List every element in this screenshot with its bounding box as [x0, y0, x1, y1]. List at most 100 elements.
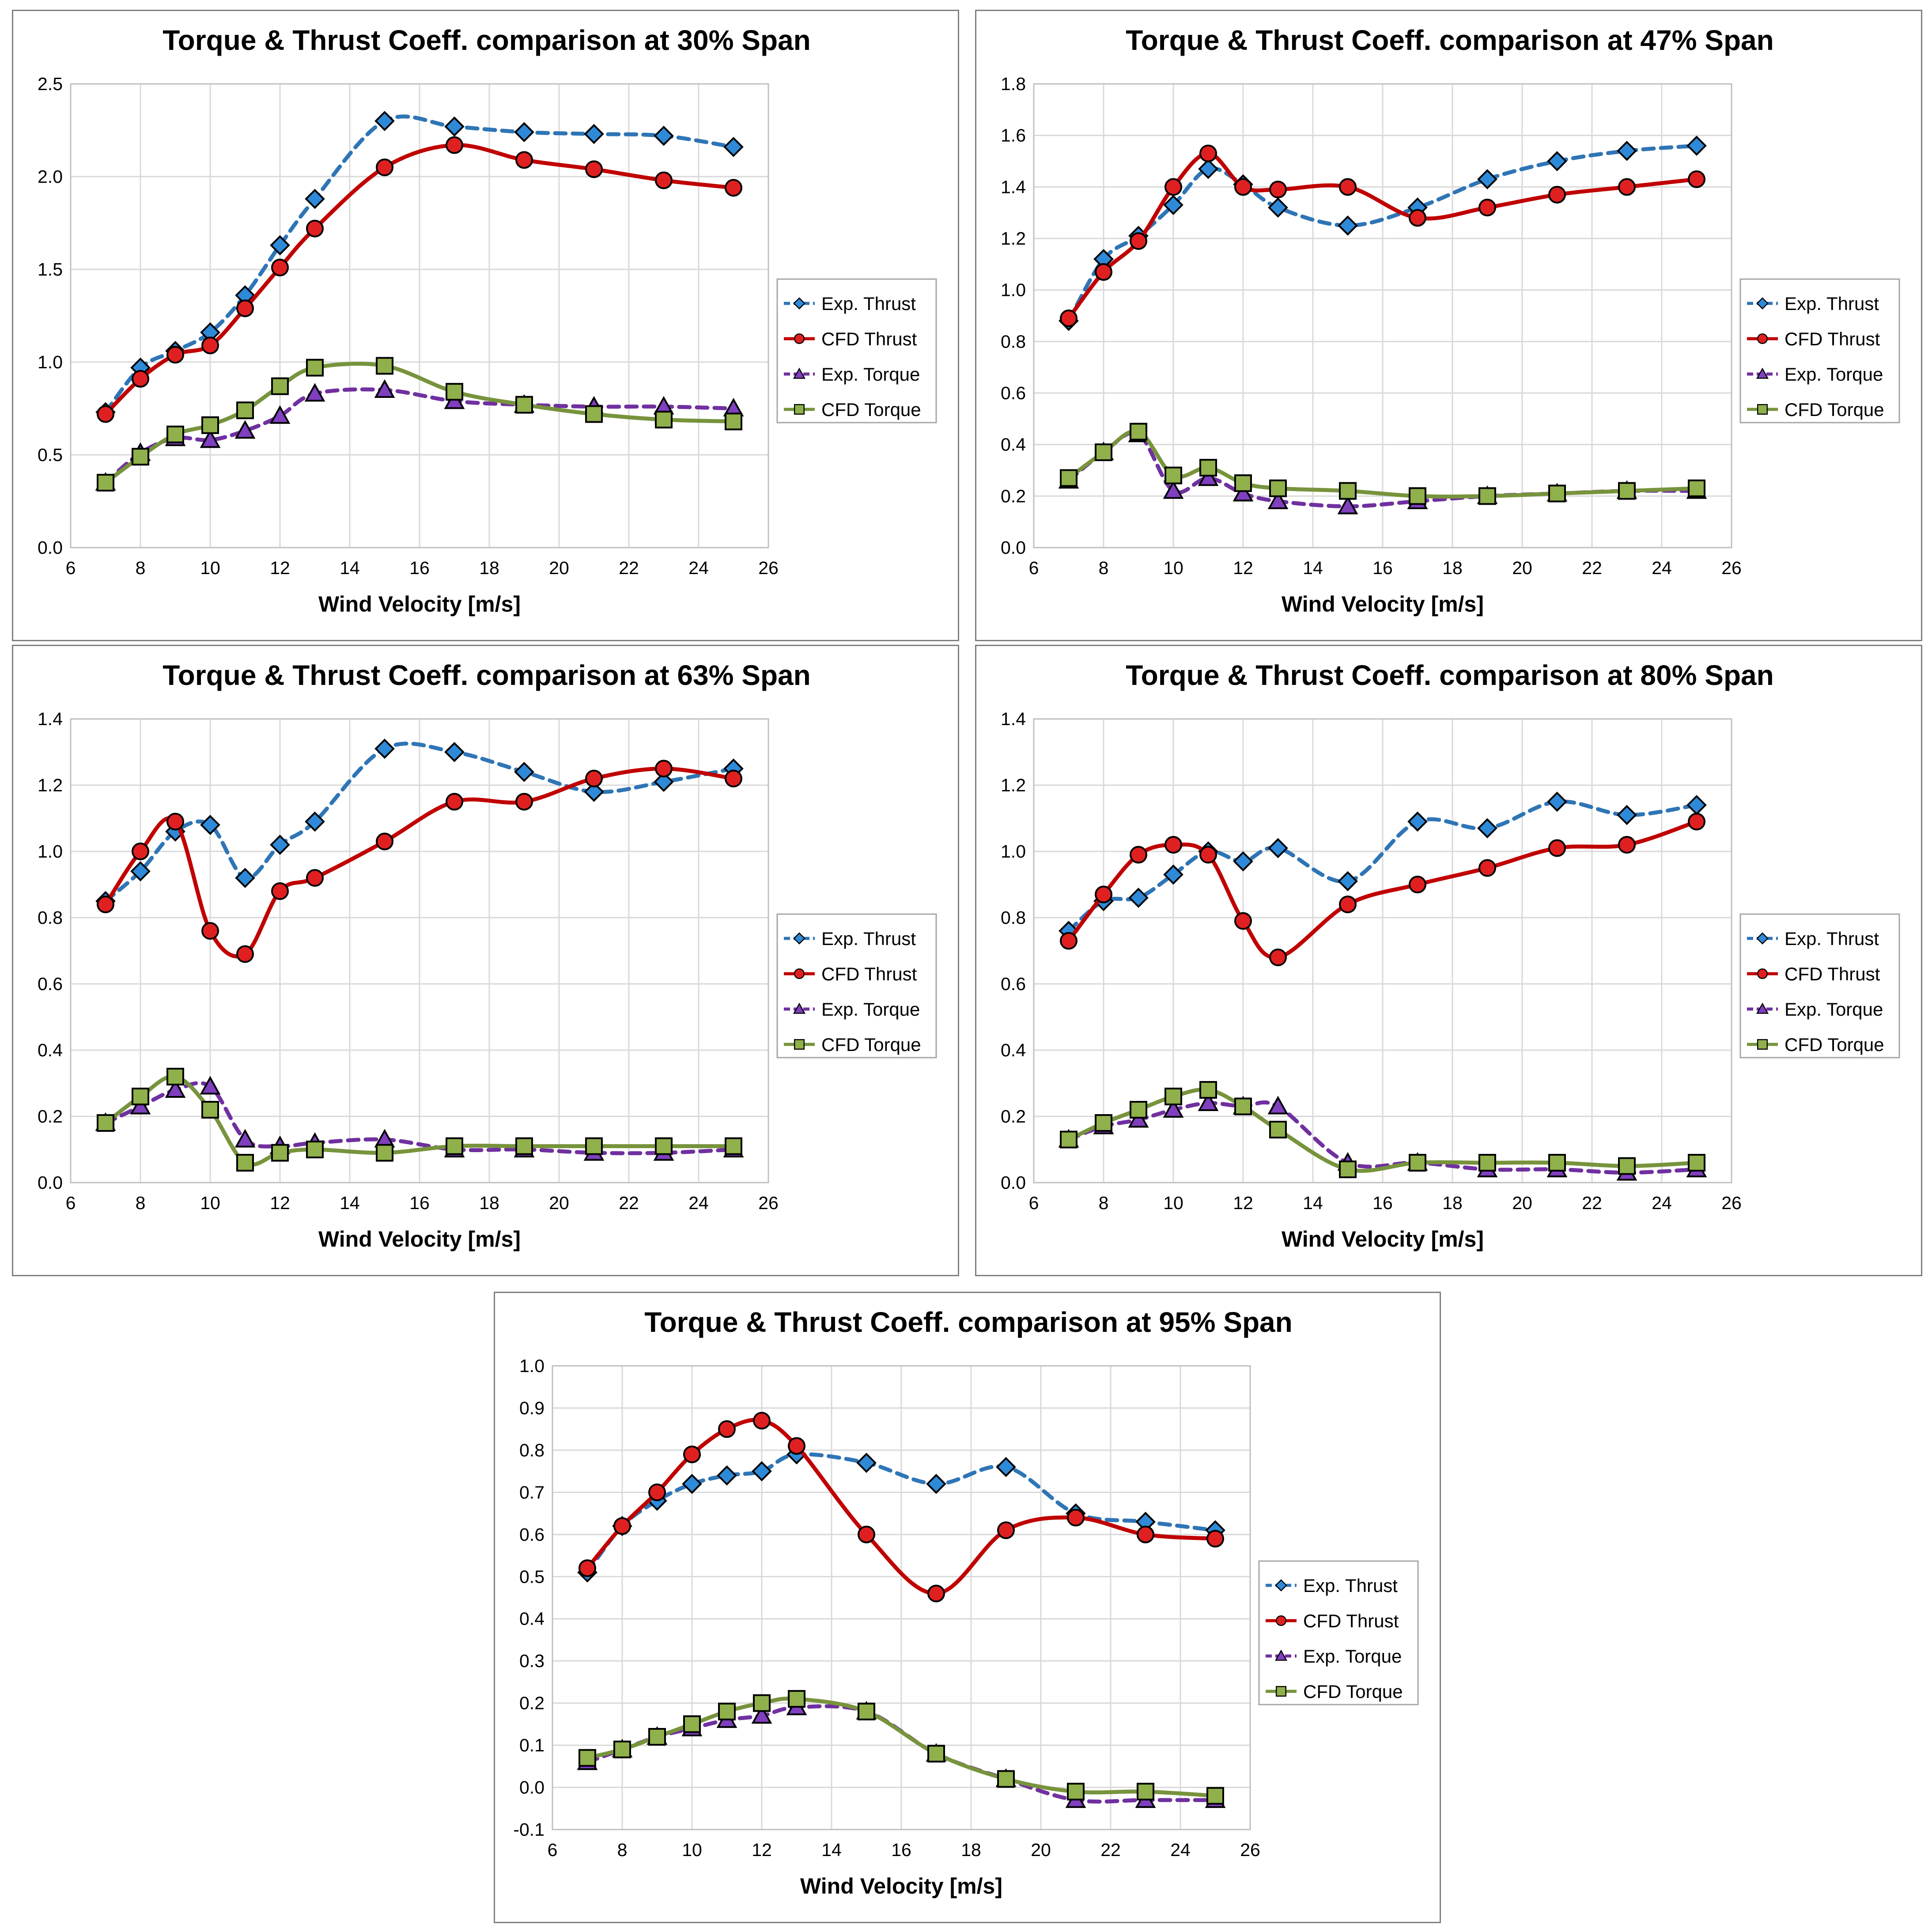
- legend-marker: [793, 367, 806, 379]
- y-tick-label: 0.0: [38, 537, 63, 558]
- x-tick-label: 6: [1029, 558, 1039, 578]
- y-tick-label: 0.4: [519, 1609, 544, 1629]
- data-point: [236, 945, 254, 963]
- data-point: [1688, 813, 1705, 831]
- data-point: [648, 1483, 666, 1501]
- legend-entry: Exp. Torque: [784, 999, 920, 1020]
- y-tick-label: 0.1: [519, 1735, 544, 1755]
- data-point: [1338, 871, 1358, 892]
- data-point: [1548, 839, 1566, 857]
- data-point: [200, 429, 221, 448]
- x-tick-label: 16: [409, 1193, 430, 1213]
- y-tick-label: 1.0: [519, 1356, 544, 1376]
- y-tick-label: 0.2: [1001, 1106, 1026, 1127]
- data-point: [1095, 885, 1112, 904]
- legend-entry: Exp. Thrust: [1747, 928, 1879, 949]
- data-point: [1198, 467, 1219, 486]
- data-point: [655, 760, 673, 778]
- chart-svg-80-span: Torque & Thrust Coeff. comparison at 80%…: [1001, 659, 1900, 1251]
- data-point: [1688, 170, 1705, 188]
- data-point: [270, 835, 290, 855]
- legend-entry: CFD Thrust: [1747, 964, 1880, 984]
- legend-entry: Exp. Thrust: [784, 293, 916, 314]
- x-tick-label: 20: [549, 1193, 569, 1213]
- series-cfd-torque: [578, 1690, 1224, 1805]
- chart-svg-95-span: Torque & Thrust Coeff. comparison at 95%…: [513, 1306, 1419, 1898]
- chart-svg-63-span: Torque & Thrust Coeff. comparison at 63%…: [38, 659, 937, 1251]
- data-point: [752, 1461, 772, 1482]
- legend-marker: [1756, 932, 1769, 945]
- x-tick-label: 10: [200, 1193, 220, 1213]
- chart-panel-95-span: Torque & Thrust Coeff. comparison at 95%…: [494, 1292, 1441, 1923]
- data-point: [166, 1068, 184, 1085]
- data-point: [996, 1457, 1016, 1477]
- series-line: [1066, 799, 1699, 933]
- legend-entry: Exp. Thrust: [1266, 1575, 1398, 1596]
- legend-label: CFD Thrust: [821, 329, 917, 349]
- data-point: [927, 1745, 945, 1763]
- data-point: [927, 1584, 945, 1603]
- x-tick-label: 20: [1512, 1193, 1532, 1213]
- data-point: [201, 922, 219, 940]
- data-point: [236, 401, 254, 420]
- y-tick-label: 0.0: [38, 1172, 63, 1193]
- x-tick-label: 8: [1099, 558, 1109, 578]
- y-tick-label: 1.4: [1001, 177, 1026, 197]
- data-point: [1095, 263, 1112, 281]
- legend-marker: [1274, 1649, 1288, 1661]
- data-point: [132, 1088, 149, 1105]
- x-tick-label: 10: [682, 1840, 702, 1860]
- data-point: [1269, 1121, 1287, 1138]
- data-point: [271, 258, 289, 276]
- data-point: [446, 793, 463, 811]
- legend: Exp. Thrust CFD Thrust Exp. Torque CFD Torq…: [1258, 1560, 1419, 1705]
- series-cfd-thrust: [97, 760, 742, 963]
- x-tick-label: 14: [1303, 558, 1323, 578]
- y-tick-label: 2.0: [38, 166, 63, 187]
- data-point: [1067, 1783, 1085, 1801]
- y-tick-label: 1.6: [1001, 125, 1026, 146]
- x-tick-label: 22: [1100, 1840, 1121, 1860]
- legend-entry: CFD Torque: [1747, 1034, 1884, 1055]
- data-point: [446, 383, 463, 401]
- data-point: [578, 1559, 596, 1577]
- y-tick-label: 0.4: [1001, 435, 1026, 455]
- chart-title: Torque & Thrust Coeff. comparison at 95%…: [644, 1306, 1292, 1338]
- y-tick-label: 1.4: [1001, 709, 1026, 729]
- data-point: [725, 412, 742, 431]
- data-point: [1137, 1525, 1154, 1543]
- plot-area: [552, 1365, 1251, 1830]
- data-point: [444, 116, 465, 137]
- data-point: [132, 370, 149, 388]
- data-point: [1199, 846, 1217, 864]
- data-point: [753, 1694, 771, 1712]
- chart-svg-47-span: Torque & Thrust Coeff. comparison at 47%…: [1001, 24, 1900, 616]
- data-point: [648, 1728, 666, 1746]
- data-point: [166, 813, 184, 831]
- legend-entry: CFD Thrust: [784, 964, 917, 984]
- legend-entry: CFD Thrust: [1747, 329, 1880, 349]
- data-point: [236, 1154, 254, 1172]
- x-tick-label: 10: [200, 558, 220, 578]
- data-point: [1130, 1101, 1147, 1119]
- data-point: [1268, 197, 1288, 218]
- data-point: [1128, 888, 1149, 908]
- series-cfd-thrust: [1060, 813, 1705, 966]
- y-tick-label: 1.0: [38, 352, 63, 372]
- x-tick-label: 12: [1233, 558, 1253, 578]
- x-tick-label: 26: [758, 558, 779, 578]
- data-point: [306, 869, 324, 887]
- data-point: [1130, 232, 1147, 250]
- data-point: [1199, 459, 1217, 477]
- data-point: [515, 793, 533, 811]
- chart-title: Torque & Thrust Coeff. comparison at 47%…: [1126, 24, 1773, 56]
- x-tick-label: 24: [1652, 558, 1672, 578]
- data-point: [1686, 136, 1707, 156]
- x-tick-label: 6: [1029, 1193, 1039, 1213]
- x-tick-label: 24: [688, 1193, 709, 1213]
- data-point: [1130, 423, 1147, 441]
- data-point: [1137, 1783, 1154, 1801]
- x-tick-label: 20: [1512, 558, 1532, 578]
- data-point: [376, 159, 393, 176]
- data-point: [585, 1137, 603, 1155]
